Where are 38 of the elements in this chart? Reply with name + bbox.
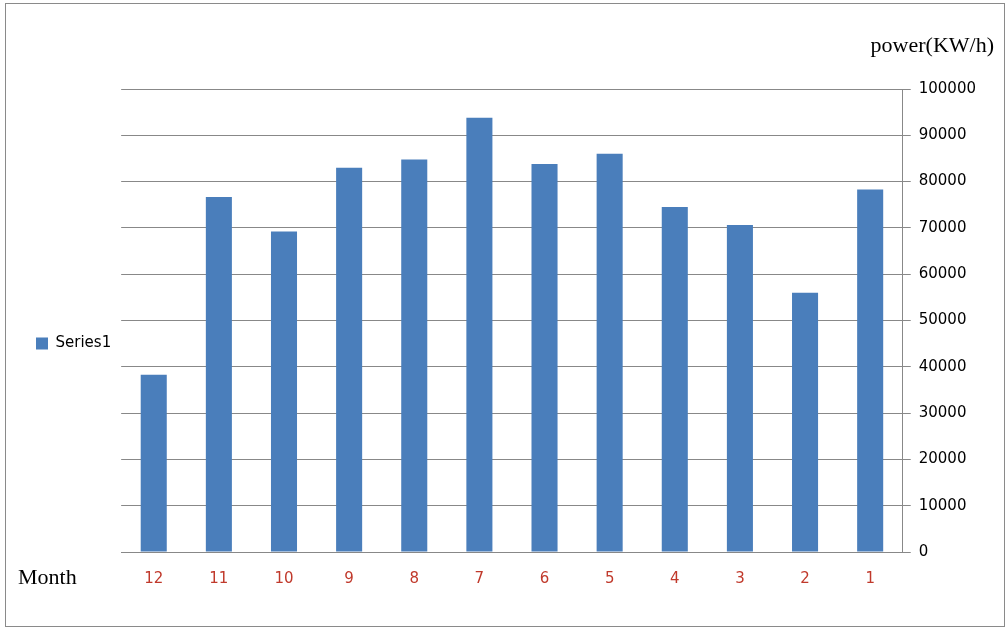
x-tick-label: 4: [670, 568, 680, 587]
bar: [336, 167, 363, 552]
bar: [857, 189, 884, 552]
bar: [466, 117, 493, 552]
x-tick-label: 3: [735, 568, 745, 587]
bar: [596, 153, 623, 552]
bar: [726, 225, 753, 552]
x-tick-label: 7: [474, 568, 485, 587]
x-tick-label: 11: [209, 568, 229, 587]
x-tick-label: 9: [344, 568, 354, 587]
x-axis-title: Month: [18, 564, 77, 589]
y-tick-label: 10000: [918, 495, 967, 514]
legend-label: Series1: [55, 333, 112, 352]
x-tick-label: 8: [409, 568, 420, 587]
y-tick-label: 20000: [918, 449, 967, 468]
bar: [205, 196, 232, 552]
y-tick-label: 50000: [918, 310, 967, 329]
bar: [531, 164, 558, 552]
x-tick-label: 5: [604, 568, 615, 587]
x-tick-label: 1: [865, 568, 875, 587]
x-tick-label: 12: [144, 568, 164, 587]
y-axis-title: power(KW/h): [870, 32, 994, 57]
bar: [140, 374, 167, 552]
y-tick-label: 40000: [918, 356, 967, 375]
y-tick-label: 90000: [918, 125, 967, 144]
y-tick-label: 30000: [918, 402, 967, 421]
y-tick-label: 80000: [918, 171, 967, 190]
y-tick-label: 0: [918, 541, 929, 560]
bar: [661, 207, 688, 552]
y-tick-label: 60000: [918, 264, 967, 283]
y-tick-label: 70000: [918, 217, 967, 236]
bar: [270, 231, 298, 552]
x-tick-label: 6: [539, 568, 550, 587]
x-tick-label: 10: [274, 568, 294, 587]
bar: [792, 292, 819, 552]
bar: [401, 159, 428, 552]
y-tick-label: 100000: [918, 78, 976, 97]
x-tick-label: 2: [800, 568, 810, 587]
